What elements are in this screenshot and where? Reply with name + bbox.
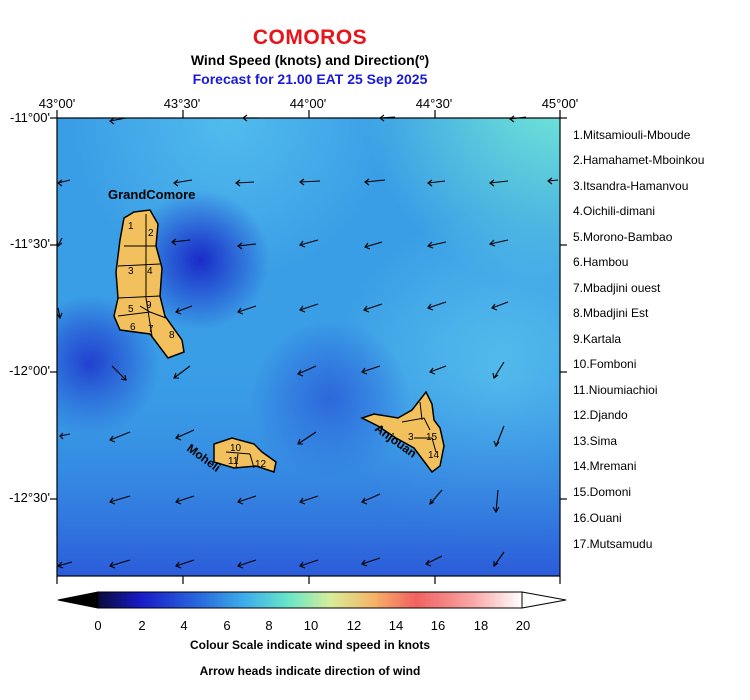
legend-item: 10.Fomboni: [573, 357, 637, 371]
legend-item: 7.Mbadjini ouest: [573, 281, 661, 295]
region-number: 8: [169, 330, 175, 341]
region-number: 3: [128, 266, 134, 277]
lon-tick-label: 44°30': [415, 96, 453, 111]
region-number: 7: [148, 324, 154, 335]
colorbar-tick: 10: [303, 618, 319, 633]
wind-arrows: [56, 114, 559, 569]
colorbar-tick: 20: [515, 618, 531, 633]
legend-item: 16.Ouani: [573, 511, 622, 525]
lat-tick-label: -11°00': [10, 110, 50, 125]
moheli-island: [213, 437, 277, 473]
lat-tick-label: -12°30': [9, 490, 50, 505]
legend-item: 2.Hamahamet-Mboinkou: [573, 153, 705, 167]
lon-tick-label: 45°00': [541, 96, 579, 111]
legend-item: 11.Nioumiachioi: [573, 383, 658, 397]
colorbar-tick: 0: [94, 618, 102, 633]
colorbar-tick: 18: [473, 618, 489, 633]
legend-item: 1.Mitsamiouli-Mboude: [573, 128, 691, 142]
colorbar-tick: 2: [138, 618, 146, 633]
colorbar-tick: 14: [388, 618, 404, 633]
colorbar-caption: Colour Scale indicate wind speed in knot…: [189, 638, 431, 652]
legend-item: 6.Hambou: [573, 255, 629, 269]
colorbar-tick: 12: [346, 618, 362, 633]
lon-tick-label: 43°00': [38, 96, 76, 111]
legend-item: 14.Mremani: [573, 459, 637, 473]
forecast-time: Forecast for 21.00 EAT 25 Sep 2025: [192, 71, 428, 87]
legend-item: 13.Sima: [573, 434, 618, 448]
colorbar: [57, 591, 567, 609]
region-number: 3: [408, 432, 414, 443]
map-subtitle: Wind Speed (knots) and Direction(º): [190, 52, 430, 68]
colorbar-tick: 6: [223, 618, 231, 633]
region-number: 9: [146, 300, 152, 311]
lon-tick-label: 44°00': [289, 96, 327, 111]
legend-item: 9.Kartala: [573, 332, 622, 346]
colorbar-tick: 8: [265, 618, 273, 633]
region-number: 10: [230, 443, 242, 454]
region-number: 6: [130, 322, 136, 333]
grand-comore-label: GrandComore: [108, 187, 195, 202]
legend-item: 12.Djando: [573, 408, 628, 422]
arrow-caption: Arrow heads indicate direction of wind: [199, 664, 421, 678]
map-title: COMOROS: [252, 26, 368, 49]
colorbar-tick: 16: [430, 618, 446, 633]
legend-item: 4.Oichili-dimani: [573, 204, 656, 218]
colorbar-tick: 4: [180, 618, 188, 633]
grand-comore-island: [113, 209, 185, 359]
legend-item: 8.Mbadjini Est: [573, 306, 649, 320]
region-number: 2: [148, 228, 154, 239]
region-number: 1: [128, 221, 134, 232]
lat-tick-label: -12°00': [9, 363, 50, 378]
anjouan-island: [360, 390, 445, 474]
region-number: 14: [428, 450, 440, 461]
legend-item: 5.Morono-Bambao: [573, 230, 673, 244]
legend-item: 17.Mutsamudu: [573, 537, 653, 551]
region-number: 11: [228, 456, 239, 467]
legend-item: 15.Domoni: [573, 485, 632, 499]
region-number: 5: [128, 304, 134, 315]
legend-item: 3.Itsandra-Hamanvou: [573, 179, 689, 193]
region-number: 12: [255, 459, 267, 470]
lon-tick-label: 43°30': [163, 96, 201, 111]
lat-tick-label: -11°30': [10, 236, 50, 251]
region-number: 15: [426, 432, 438, 443]
region-number: 4: [147, 266, 153, 277]
